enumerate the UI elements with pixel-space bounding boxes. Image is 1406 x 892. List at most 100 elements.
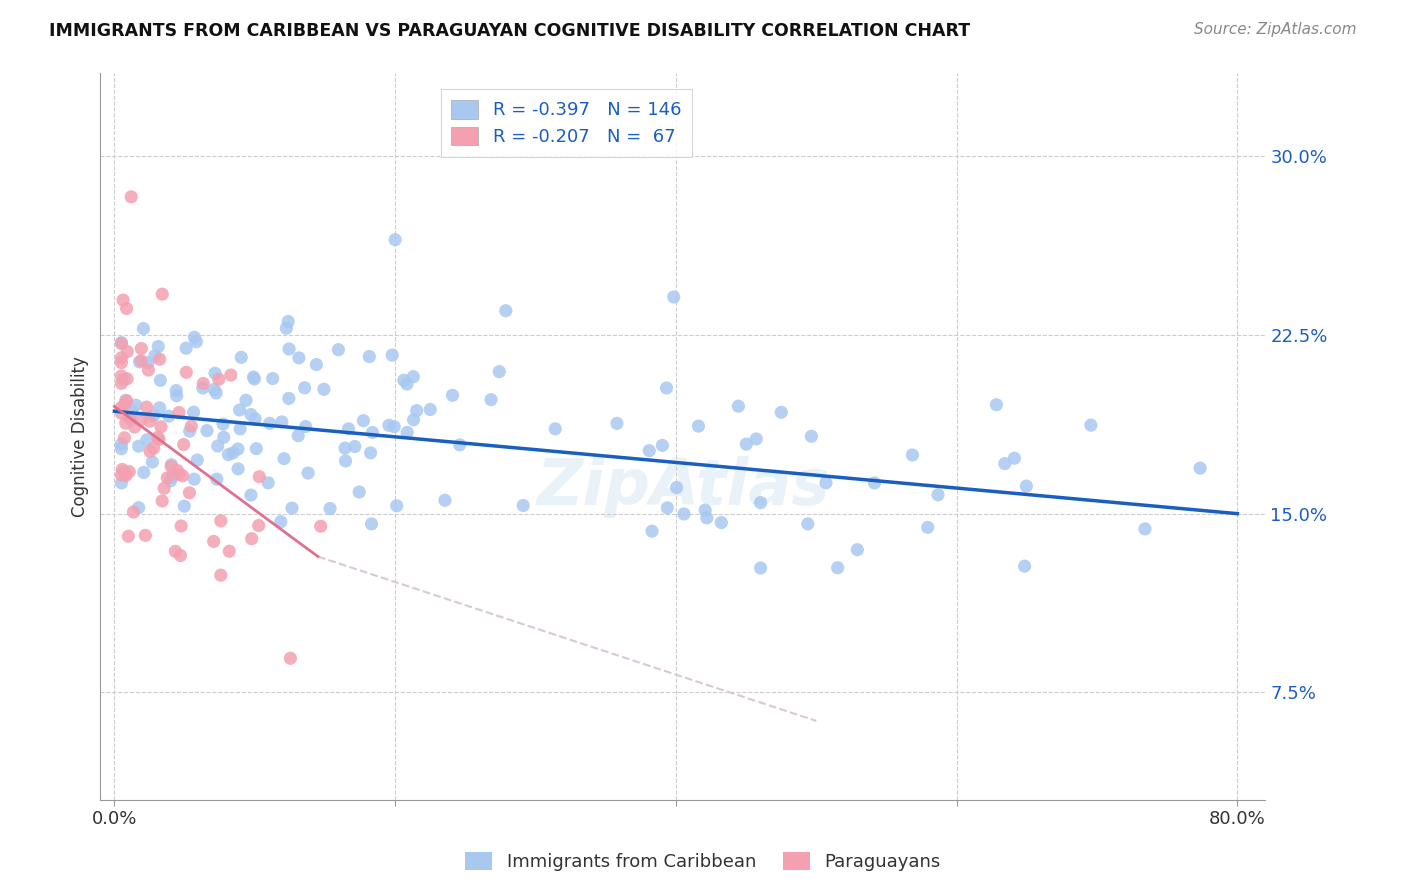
- Point: [488, 365, 510, 379]
- Point: [745, 432, 768, 446]
- Point: [110, 406, 132, 420]
- Point: [662, 290, 685, 304]
- Point: [195, 424, 218, 438]
- Point: [135, 433, 157, 447]
- Point: [217, 448, 239, 462]
- Point: [512, 499, 534, 513]
- Point: [139, 414, 162, 428]
- Point: [209, 514, 232, 528]
- Point: [305, 358, 328, 372]
- Point: [128, 355, 150, 369]
- Point: [146, 430, 169, 444]
- Point: [121, 403, 143, 417]
- Point: [118, 465, 141, 479]
- Point: [110, 356, 132, 370]
- Point: [129, 412, 152, 426]
- Point: [335, 454, 357, 468]
- Point: [114, 393, 136, 408]
- Point: [863, 475, 886, 490]
- Point: [110, 351, 132, 365]
- Point: [160, 469, 183, 483]
- Point: [259, 417, 281, 431]
- Point: [281, 501, 304, 516]
- Point: [360, 446, 382, 460]
- Point: [114, 431, 136, 445]
- Point: [191, 381, 214, 395]
- Point: [770, 405, 793, 419]
- Point: [110, 376, 132, 391]
- Point: [381, 348, 404, 362]
- Point: [235, 393, 257, 408]
- Point: [641, 524, 664, 538]
- Point: [231, 351, 253, 365]
- Point: [651, 438, 673, 452]
- Point: [165, 544, 187, 558]
- Point: [1080, 418, 1102, 433]
- Text: Source: ZipAtlas.com: Source: ZipAtlas.com: [1194, 22, 1357, 37]
- Point: [495, 303, 517, 318]
- Point: [114, 397, 136, 411]
- Point: [262, 371, 284, 385]
- Point: [638, 443, 661, 458]
- Point: [117, 344, 139, 359]
- Point: [288, 351, 311, 365]
- Point: [827, 561, 849, 575]
- Point: [135, 400, 157, 414]
- Point: [165, 384, 187, 398]
- Point: [352, 414, 374, 428]
- Point: [131, 342, 153, 356]
- Point: [441, 388, 464, 402]
- Point: [157, 409, 180, 424]
- Point: [287, 428, 309, 442]
- Point: [136, 356, 159, 370]
- Point: [1014, 559, 1036, 574]
- Point: [167, 406, 190, 420]
- Point: [202, 382, 225, 396]
- Point: [846, 542, 869, 557]
- Point: [122, 505, 145, 519]
- Point: [994, 457, 1017, 471]
- Point: [209, 568, 232, 582]
- Point: [710, 516, 733, 530]
- Point: [163, 468, 186, 483]
- Point: [1189, 461, 1212, 475]
- Legend: Immigrants from Caribbean, Paraguayans: Immigrants from Caribbean, Paraguayans: [458, 845, 948, 879]
- Point: [114, 467, 136, 481]
- Point: [360, 516, 382, 531]
- Point: [170, 519, 193, 533]
- Point: [901, 448, 924, 462]
- Point: [207, 439, 229, 453]
- Point: [544, 422, 567, 436]
- Point: [1015, 479, 1038, 493]
- Point: [149, 419, 172, 434]
- Legend: R = -0.397   N = 146, R = -0.207   N =  67: R = -0.397 N = 146, R = -0.207 N = 67: [440, 89, 692, 157]
- Point: [141, 455, 163, 469]
- Point: [228, 403, 250, 417]
- Point: [110, 401, 132, 415]
- Point: [156, 471, 179, 485]
- Point: [114, 468, 136, 483]
- Point: [160, 458, 183, 472]
- Point: [111, 462, 134, 476]
- Point: [183, 330, 205, 344]
- Point: [110, 442, 132, 456]
- Point: [118, 410, 141, 425]
- Point: [128, 439, 150, 453]
- Point: [128, 500, 150, 515]
- Point: [395, 377, 418, 392]
- Point: [205, 472, 228, 486]
- Point: [179, 424, 201, 438]
- Point: [392, 373, 415, 387]
- Point: [204, 366, 226, 380]
- Point: [112, 373, 135, 387]
- Point: [149, 373, 172, 387]
- Point: [166, 464, 188, 478]
- Point: [727, 399, 749, 413]
- Point: [333, 441, 356, 455]
- Point: [142, 409, 165, 423]
- Point: [343, 440, 366, 454]
- Point: [277, 314, 299, 328]
- Point: [148, 433, 170, 447]
- Point: [150, 494, 173, 508]
- Point: [378, 418, 401, 433]
